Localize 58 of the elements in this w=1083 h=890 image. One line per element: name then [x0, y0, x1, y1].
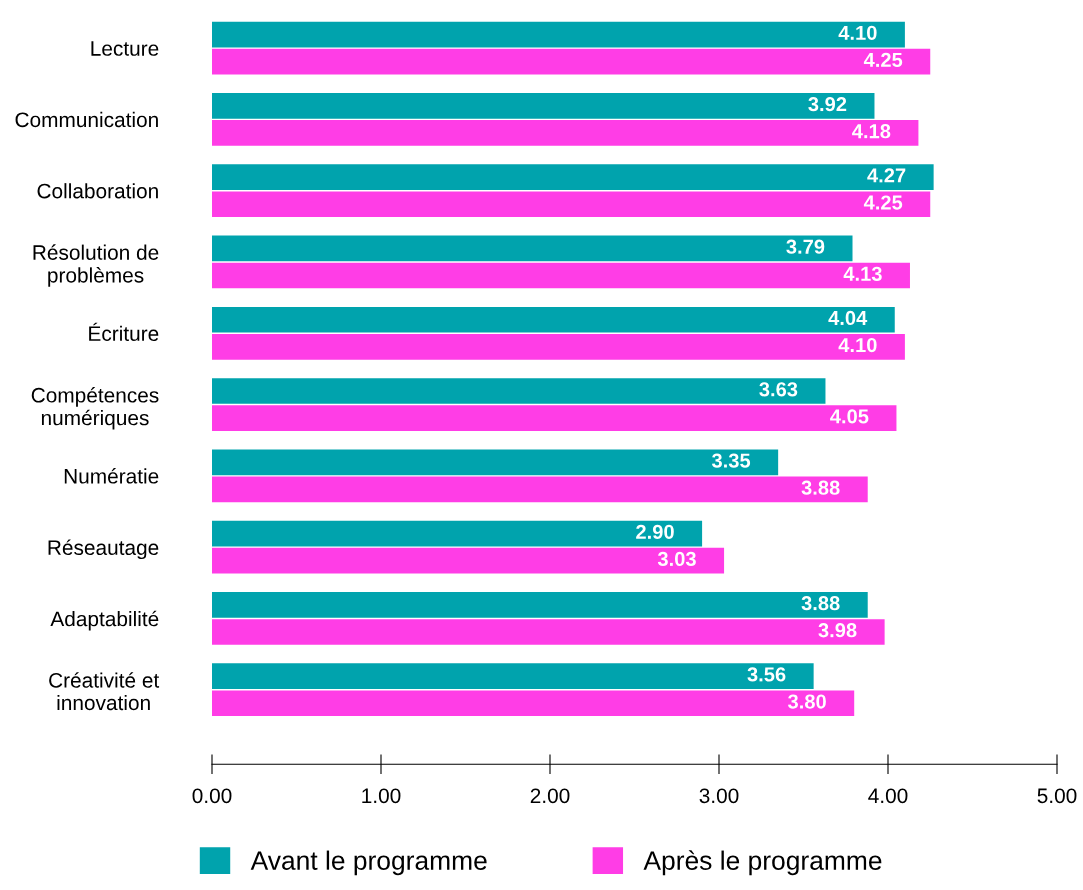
bar	[212, 476, 868, 503]
data-label: 4.13	[843, 266, 882, 281]
data-label: 4.18	[852, 124, 891, 139]
bar	[212, 262, 910, 289]
x-tick-label: 5.00	[1037, 788, 1077, 804]
y-tick-label: Lecture	[91, 41, 159, 56]
data-label: 3.03	[657, 551, 696, 567]
x-tick-label: 2.00	[530, 788, 570, 804]
bar	[212, 333, 905, 360]
data-label: 4.10	[838, 337, 877, 353]
bar	[212, 405, 897, 431]
y-tick-label: Créativité et innovation	[49, 672, 160, 711]
data-label: 4.27	[867, 168, 906, 183]
data-label: 3.79	[786, 239, 825, 254]
x-tick-label: 0.00	[192, 788, 232, 804]
data-label: 4.05	[830, 409, 869, 424]
bar	[212, 191, 931, 218]
bar	[212, 235, 853, 262]
bar	[212, 663, 814, 689]
data-label: 4.04	[828, 310, 868, 326]
x-tick-label: 3.00	[699, 788, 739, 804]
data-label: 3.98	[818, 623, 857, 638]
x-tick-label: 4.00	[868, 788, 908, 804]
y-tick-label: Adaptabilité	[50, 610, 159, 631]
bar	[212, 547, 725, 574]
data-label: 3.35	[711, 453, 751, 468]
y-tick-label: Communication	[15, 111, 158, 128]
data-label: 3.56	[747, 667, 786, 682]
bar	[212, 520, 703, 547]
bar	[212, 619, 885, 645]
bar	[212, 690, 855, 717]
legend-label: Après le programme	[643, 850, 882, 876]
bar	[212, 93, 875, 119]
bar	[212, 306, 895, 333]
data-label: 2.90	[636, 524, 674, 539]
data-label: 3.63	[759, 382, 798, 397]
y-tick-label: Réseautage	[48, 539, 159, 560]
bar	[212, 592, 868, 618]
bar	[212, 48, 931, 75]
data-label: 4.25	[863, 52, 903, 68]
y-tick-label: Compétences numériques	[31, 387, 159, 430]
data-label: 4.25	[863, 195, 903, 210]
data-label: 3.88	[801, 480, 840, 495]
bar	[212, 21, 905, 48]
bar	[212, 120, 919, 146]
legend-label: Avant le programme	[250, 850, 487, 876]
bar	[212, 378, 826, 404]
bar	[212, 449, 779, 476]
data-label: 3.88	[801, 596, 840, 611]
data-label: 3.80	[788, 694, 826, 709]
y-tick-label: Collaboration	[37, 183, 158, 199]
y-tick-label: Numératie	[64, 468, 159, 484]
x-tick-label: 1.00	[362, 788, 401, 804]
data-label: 4.10	[838, 25, 877, 40]
bar	[212, 164, 934, 190]
y-tick-label: Écriture	[89, 322, 159, 342]
y-tick-label: Résolution de problèmes	[33, 244, 159, 287]
data-label: 3.92	[808, 97, 847, 112]
